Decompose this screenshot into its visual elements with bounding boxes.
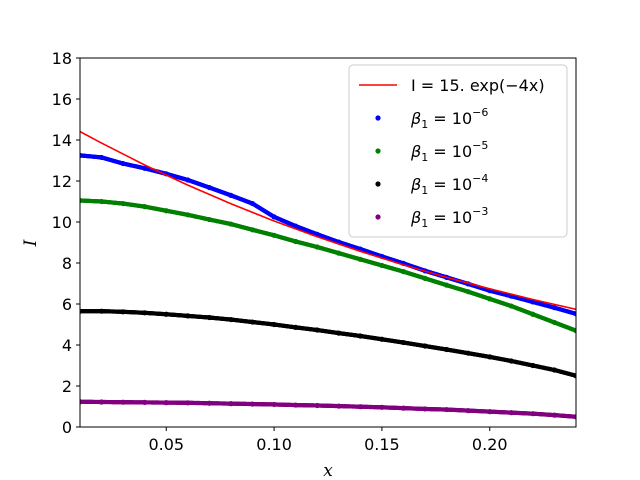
- plot-frame: [79, 57, 577, 428]
- x-tick-label: 0.15: [364, 435, 400, 454]
- y-axis-label: I: [21, 239, 41, 247]
- y-tick-label: 10: [52, 213, 72, 232]
- legend-marker: [375, 148, 381, 154]
- legend-marker: [375, 115, 381, 121]
- y-tick-label: 6: [62, 295, 72, 314]
- y-tick-label: 14: [52, 131, 72, 150]
- data-point: [573, 311, 576, 317]
- legend-label: β1 = 10−5: [410, 139, 488, 164]
- x-axis-label: x: [323, 461, 333, 480]
- y-tick-label: 16: [52, 90, 72, 109]
- legend-box: [348, 64, 568, 238]
- y-tick-label: 2: [62, 377, 72, 396]
- series-3: [80, 308, 576, 379]
- y-tick-label: 12: [52, 172, 72, 191]
- legend-label: I = 15. exp(−4x): [411, 76, 545, 95]
- data-point: [573, 328, 576, 334]
- y-tick-label: 4: [62, 336, 72, 355]
- series-2: [80, 197, 576, 334]
- plot-area: [80, 130, 576, 420]
- x-tick-label: 0.10: [256, 435, 292, 454]
- y-tick-label: 0: [62, 418, 72, 437]
- fit-line: [80, 130, 576, 311]
- legend-label: β1 = 10−3: [410, 205, 488, 230]
- data-point: [573, 373, 576, 379]
- legend: I = 15. exp(−4x) β1 = 10−6 β1 = 10−5 β1 = 1…: [348, 64, 568, 238]
- series-4: [80, 399, 576, 420]
- axis-ticks: 0.05 0.10 0.15 0.20 0 2 4 6 8 10 12 14 16 18: [52, 49, 508, 454]
- y-tick-label: 18: [52, 49, 72, 68]
- x-tick-label: 0.05: [148, 435, 184, 454]
- y-tick-label: 8: [62, 254, 72, 273]
- legend-marker: [375, 214, 381, 220]
- legend-label: β1 = 10−4: [410, 172, 488, 197]
- legend-marker: [375, 181, 381, 187]
- x-tick-label: 0.20: [472, 435, 508, 454]
- data-point: [573, 414, 576, 420]
- legend-label: β1 = 10−6: [410, 106, 488, 131]
